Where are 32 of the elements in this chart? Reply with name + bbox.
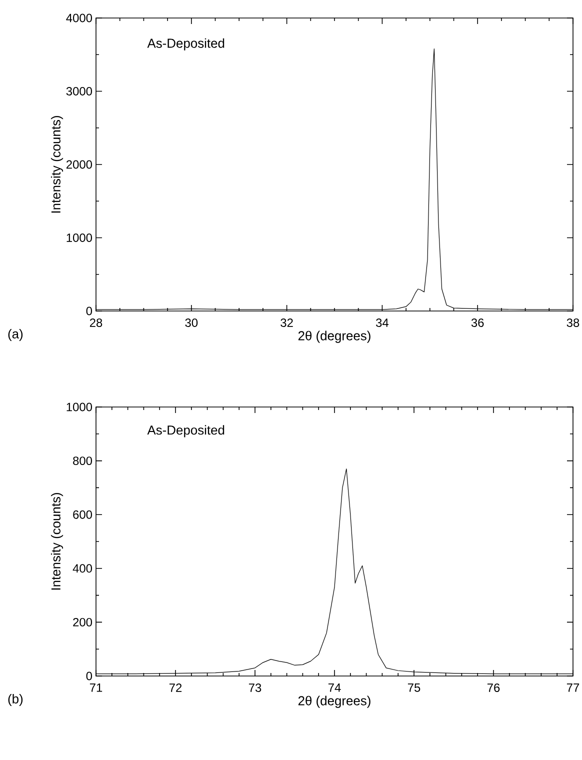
y-tick-label: 1000 xyxy=(66,234,92,242)
x-tick-label: 77 xyxy=(566,684,580,692)
x-tick-label: 34 xyxy=(376,318,388,327)
x-tick-label: 75 xyxy=(408,684,420,692)
y-axis-title: Intensity (counts) xyxy=(50,116,64,213)
annotation: As-Deposited xyxy=(147,425,224,438)
y-axis-title: Intensity (counts) xyxy=(50,493,64,590)
y-tick-label: 3000 xyxy=(66,87,92,96)
annotation: As-Deposited xyxy=(147,38,224,50)
text: (b) xyxy=(8,694,23,706)
y-tick-label: 1000 xyxy=(66,402,92,412)
y-tick-label: 0 xyxy=(86,672,92,680)
text: (a) xyxy=(8,328,23,342)
x-axis-title: 2θ (degrees) xyxy=(298,330,370,343)
x-tick-label: 71 xyxy=(90,684,102,692)
x-tick-label: 36 xyxy=(471,318,484,327)
y-tick-label: 200 xyxy=(73,618,92,626)
y-tick-label: 800 xyxy=(73,456,92,466)
y-tick-label: 400 xyxy=(72,564,92,573)
x-tick-label: 38 xyxy=(566,318,580,327)
x-tick-label: 72 xyxy=(169,684,182,692)
y-tick-label: 4000 xyxy=(66,14,92,22)
y-tick-label: 2000 xyxy=(66,160,92,169)
x-tick-label: 28 xyxy=(90,318,102,327)
y-tick-label: 600 xyxy=(73,510,92,519)
y-tick-label: 0 xyxy=(86,306,92,316)
x-tick-label: 32 xyxy=(280,318,293,327)
x-axis-title: 2θ (degrees) xyxy=(298,696,370,708)
x-tick-label: 30 xyxy=(185,318,198,327)
x-tick-label: 74 xyxy=(328,684,341,692)
x-tick-label: 76 xyxy=(487,684,500,692)
x-tick-label: 73 xyxy=(248,684,262,692)
